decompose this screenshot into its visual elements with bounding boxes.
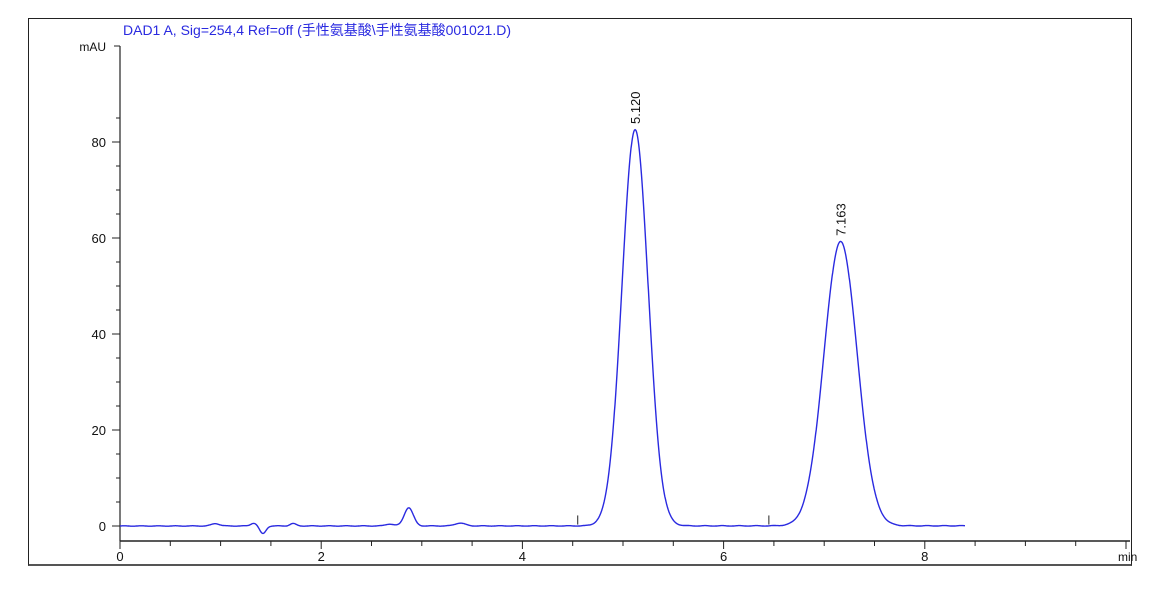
chart-title: DAD1 A, Sig=254,4 Ref=off (手性氨基酸\手性氨基酸00… — [123, 22, 512, 38]
peak-label: 5.120 — [628, 91, 643, 124]
y-tick-label: 60 — [92, 231, 106, 246]
x-tick-label: 2 — [318, 549, 325, 564]
x-axis-label: min — [1118, 550, 1137, 564]
peak-label: 7.163 — [834, 203, 849, 236]
chromatogram-trace — [120, 128, 965, 535]
y-tick-label: 40 — [92, 327, 106, 342]
chart-frame — [28, 18, 1132, 566]
y-tick-label: 20 — [92, 423, 106, 438]
y-axis-label: mAU — [79, 40, 106, 54]
y-tick-label: 0 — [99, 519, 106, 534]
x-tick-label: 8 — [921, 549, 928, 564]
y-tick-label: 80 — [92, 135, 106, 150]
x-tick-label: 6 — [720, 549, 727, 564]
x-tick-label: 4 — [519, 549, 526, 564]
x-tick-label: 0 — [116, 549, 123, 564]
